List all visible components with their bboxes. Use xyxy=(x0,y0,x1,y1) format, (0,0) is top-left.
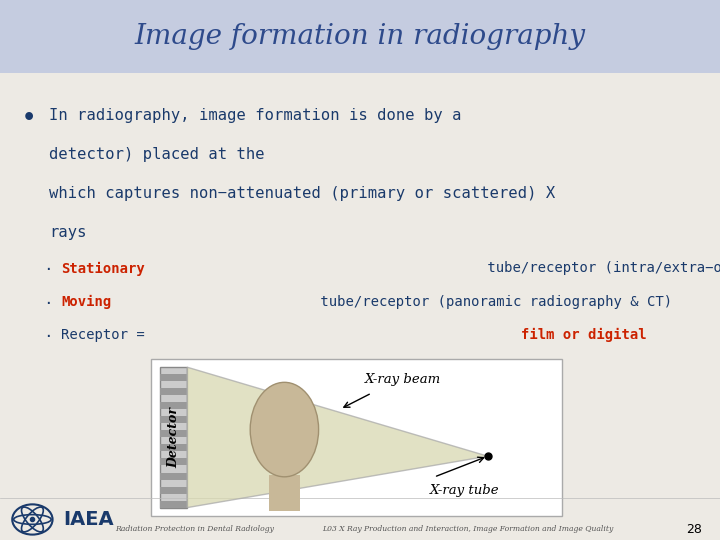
Text: ·: · xyxy=(45,295,50,313)
Text: film or digital: film or digital xyxy=(521,328,646,342)
Text: IAEA: IAEA xyxy=(63,510,114,529)
Text: In radiography, image formation is done by a: In radiography, image formation is done … xyxy=(49,108,471,123)
FancyBboxPatch shape xyxy=(160,402,187,409)
Text: Moving: Moving xyxy=(61,295,112,309)
Text: Detector: Detector xyxy=(167,407,180,468)
Text: tube/receptor (panoramic radiography & CT): tube/receptor (panoramic radiography & C… xyxy=(312,295,672,309)
Text: L03 X Ray Production and Interaction, Image Formation and Image Quality: L03 X Ray Production and Interaction, Im… xyxy=(323,525,613,533)
FancyBboxPatch shape xyxy=(160,501,187,508)
FancyBboxPatch shape xyxy=(0,0,720,73)
Text: Radiation Protection in Dental Radiology: Radiation Protection in Dental Radiology xyxy=(115,525,274,533)
FancyBboxPatch shape xyxy=(160,416,187,423)
FancyBboxPatch shape xyxy=(160,458,187,465)
Ellipse shape xyxy=(251,382,319,477)
FancyBboxPatch shape xyxy=(160,374,187,381)
Text: •: • xyxy=(22,108,36,128)
Text: ·: · xyxy=(45,261,50,279)
FancyBboxPatch shape xyxy=(160,444,187,451)
Text: X-ray tube: X-ray tube xyxy=(431,484,500,497)
FancyBboxPatch shape xyxy=(160,487,187,494)
Text: rays: rays xyxy=(49,225,86,240)
FancyBboxPatch shape xyxy=(160,430,187,437)
FancyBboxPatch shape xyxy=(160,388,187,395)
Text: detector) placed at the: detector) placed at the xyxy=(49,147,274,162)
Text: which captures non−attenuated (primary or scattered) X: which captures non−attenuated (primary o… xyxy=(49,186,555,201)
FancyBboxPatch shape xyxy=(269,475,300,511)
FancyBboxPatch shape xyxy=(160,367,187,508)
Text: Receptor =: Receptor = xyxy=(61,328,153,342)
Text: Stationary: Stationary xyxy=(61,261,145,275)
FancyBboxPatch shape xyxy=(160,472,187,480)
FancyBboxPatch shape xyxy=(151,359,562,516)
Text: ·: · xyxy=(45,328,50,346)
Text: tube/receptor (intra/extra−oral projectional): tube/receptor (intra/extra−oral projecti… xyxy=(479,261,720,275)
Text: Image formation in radiography: Image formation in radiography xyxy=(135,23,585,50)
Text: 28: 28 xyxy=(686,523,702,536)
Polygon shape xyxy=(187,367,487,508)
Text: X-ray beam: X-ray beam xyxy=(364,373,441,386)
